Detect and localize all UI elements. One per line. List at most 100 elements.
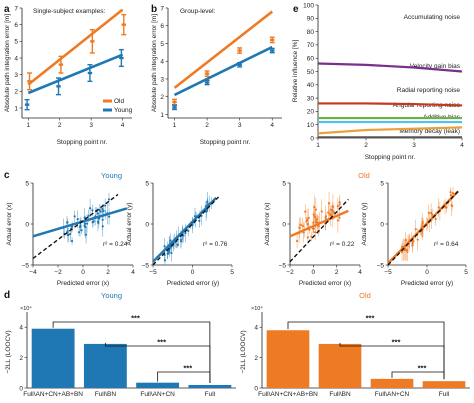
data-point — [77, 231, 81, 234]
data-point — [411, 242, 414, 245]
x-tick-label: 5 — [464, 269, 468, 276]
data-point — [332, 211, 336, 214]
data-point — [312, 221, 315, 224]
data-point — [78, 225, 82, 229]
x-tick-label: 4 — [121, 122, 125, 129]
regression-line — [152, 196, 218, 263]
panel-d: Young Old ×10⁴ −2LL (LOOCV) 0 2 4 Full\AN+C… — [5, 291, 470, 398]
data-point — [101, 218, 104, 221]
y-tick-label: 5 — [160, 41, 164, 48]
panel-label-e: e — [293, 4, 299, 15]
bar — [83, 343, 127, 388]
category-label: Full\AN+CN+AB+BN — [258, 391, 318, 398]
data-point — [315, 217, 319, 221]
data-point — [66, 221, 69, 224]
data-point — [58, 63, 64, 66]
scatter-young-y: Predicted error (y) Actual error (y) r² … — [126, 180, 234, 287]
y-tick-label: 80 — [307, 29, 315, 36]
data-point — [169, 239, 172, 242]
y-axis-label: −2LL (LOOCV) — [5, 330, 12, 373]
significance-marker: *** — [183, 364, 192, 373]
data-point — [237, 63, 242, 66]
y-tick-label: 70 — [307, 42, 315, 49]
data-point — [163, 245, 166, 248]
significance-bracket — [52, 321, 211, 383]
x-axis-label: Stopping point nr. — [57, 139, 108, 146]
scatter-old-x: Predicted error (x) Actual error (x) r² … — [264, 180, 362, 287]
data-point — [270, 38, 275, 42]
scatter-old-y: Predicted error (y) Actual error (y) r² … — [361, 180, 468, 287]
x-tick-label: −2 — [286, 269, 294, 276]
panel-a-annotation: Single-subject examples: — [33, 8, 105, 15]
regression-line — [289, 209, 349, 238]
data-point — [414, 228, 417, 231]
group-title-old: Old — [358, 171, 370, 180]
data-point — [314, 208, 317, 211]
data-point — [320, 210, 323, 213]
data-point — [427, 211, 430, 214]
y-axis-label: Absolute path integration error [m] — [151, 14, 158, 112]
data-point — [312, 213, 315, 216]
x-tick-label: 3 — [89, 122, 93, 129]
data-point — [327, 211, 330, 214]
data-point — [304, 210, 307, 213]
significance-bracket — [104, 342, 211, 383]
y-tick-label: 6 — [14, 22, 18, 29]
y-tick-label: 20 — [307, 109, 315, 116]
r-squared-label: r² = 0.64 — [434, 241, 459, 248]
data-point — [313, 206, 316, 209]
x-axis-label: Predicted error (y) — [401, 280, 453, 287]
data-point — [336, 219, 340, 222]
y-axis-label: Absolute path integration error [m] — [4, 14, 11, 112]
data-point — [170, 251, 173, 255]
bar — [136, 382, 180, 388]
data-point — [88, 207, 92, 210]
y-tick-label: 0 — [282, 221, 286, 228]
x-tick-label: 2 — [106, 269, 110, 276]
x-tick-label: 4 — [270, 122, 274, 129]
data-point — [451, 204, 454, 208]
identity-line — [289, 198, 349, 263]
bar — [370, 378, 414, 388]
y-tick-label: 5 — [25, 180, 29, 187]
y-axis-label: Actual error (x) — [6, 203, 13, 246]
bar — [31, 328, 75, 388]
data-point — [85, 222, 89, 225]
bar — [318, 343, 362, 388]
x-tick-label: 2 — [364, 142, 368, 149]
y-tick-label: 3 — [160, 76, 164, 83]
significance-marker: *** — [157, 338, 166, 347]
data-point — [306, 236, 309, 239]
data-point — [200, 214, 203, 217]
y-tick-label: 60 — [307, 56, 315, 63]
data-point — [431, 213, 434, 216]
data-point — [421, 220, 424, 223]
data-point — [87, 71, 93, 75]
x-tick-label: 0 — [425, 269, 429, 276]
y-axis-label: Relative influence [%] — [292, 40, 299, 103]
x-tick-label: 5 — [230, 269, 234, 276]
legend-label-young: Young — [114, 107, 133, 114]
x-tick-label: 0 — [191, 269, 195, 276]
data-point — [434, 217, 437, 221]
data-point — [445, 206, 448, 209]
data-point — [90, 40, 95, 43]
bar-chart-old: ×10⁴ −2LL (LOOCV) 0 2 4 Full\AN+CN+AB+BN Ful… — [240, 305, 470, 398]
x-tick-label: 0 — [81, 269, 85, 276]
data-point — [184, 232, 187, 235]
data-point — [416, 238, 419, 241]
y-tick-label: 1 — [14, 105, 18, 112]
data-point — [98, 208, 101, 212]
y-tick-label: −5 — [22, 262, 30, 269]
x-tick-label: 1 — [316, 142, 320, 149]
x-tick-label: 3 — [412, 142, 416, 149]
data-point — [270, 49, 275, 52]
significance-bracket — [157, 371, 211, 383]
x-tick-label: 2 — [335, 269, 339, 276]
plot-area-b: 1 2 3 4 1 2 3 4 5 6 7 — [160, 5, 275, 129]
data-point — [204, 81, 210, 84]
y-multiplier: ×10⁴ — [20, 305, 32, 312]
plot-area-c-old-x: −2 0 2 4 −5 0 5 — [279, 180, 363, 276]
series-line — [317, 62, 463, 73]
